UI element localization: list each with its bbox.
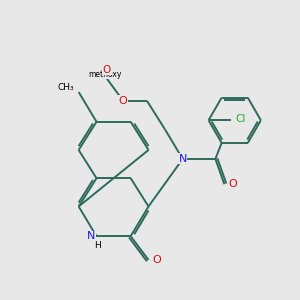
Text: CH₃: CH₃: [58, 83, 74, 92]
Text: methoxy: methoxy: [89, 70, 122, 79]
Text: N: N: [87, 231, 95, 241]
Text: Cl: Cl: [235, 114, 245, 124]
Text: O: O: [228, 179, 237, 189]
Text: H: H: [94, 241, 101, 250]
Text: O: O: [119, 96, 128, 106]
Text: O: O: [103, 65, 111, 75]
Text: N: N: [178, 154, 187, 164]
Text: O: O: [152, 255, 161, 265]
